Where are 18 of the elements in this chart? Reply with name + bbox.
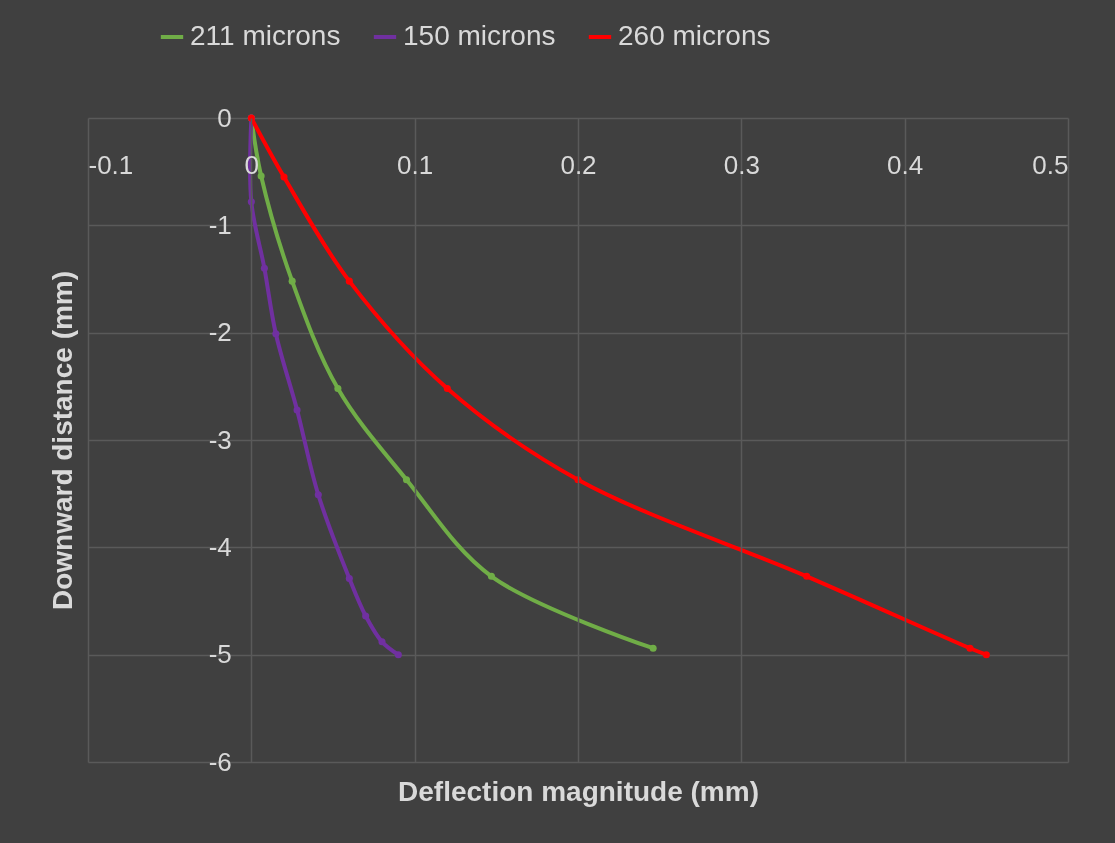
x-tick-label: 0.5 (1032, 149, 1069, 180)
y-tick-label: 0 (217, 102, 232, 133)
x-axis-title: Deflection magnitude (mm) (398, 775, 759, 807)
y-tick-label: -3 (208, 424, 232, 455)
x-tick-label: 0.1 (397, 149, 434, 180)
y-axis-title: Downward distance (mm) (46, 270, 78, 611)
y-tick-label: -6 (208, 746, 232, 777)
y-tick-label: -4 (208, 531, 232, 562)
y-tick-label: -1 (208, 209, 232, 240)
x-tick-label: -0.1 (88, 149, 134, 180)
x-tick-label: 0.3 (723, 149, 760, 180)
legend-label: 150 microns (403, 20, 556, 51)
legend-label: 211 microns (190, 20, 341, 51)
y-tick-label: -2 (208, 317, 232, 348)
y-tick-label: -5 (208, 639, 232, 670)
x-tick-label: 0.2 (560, 149, 597, 180)
legend-label: 260 microns (618, 20, 771, 51)
x-tick-label: 0.4 (887, 149, 924, 180)
